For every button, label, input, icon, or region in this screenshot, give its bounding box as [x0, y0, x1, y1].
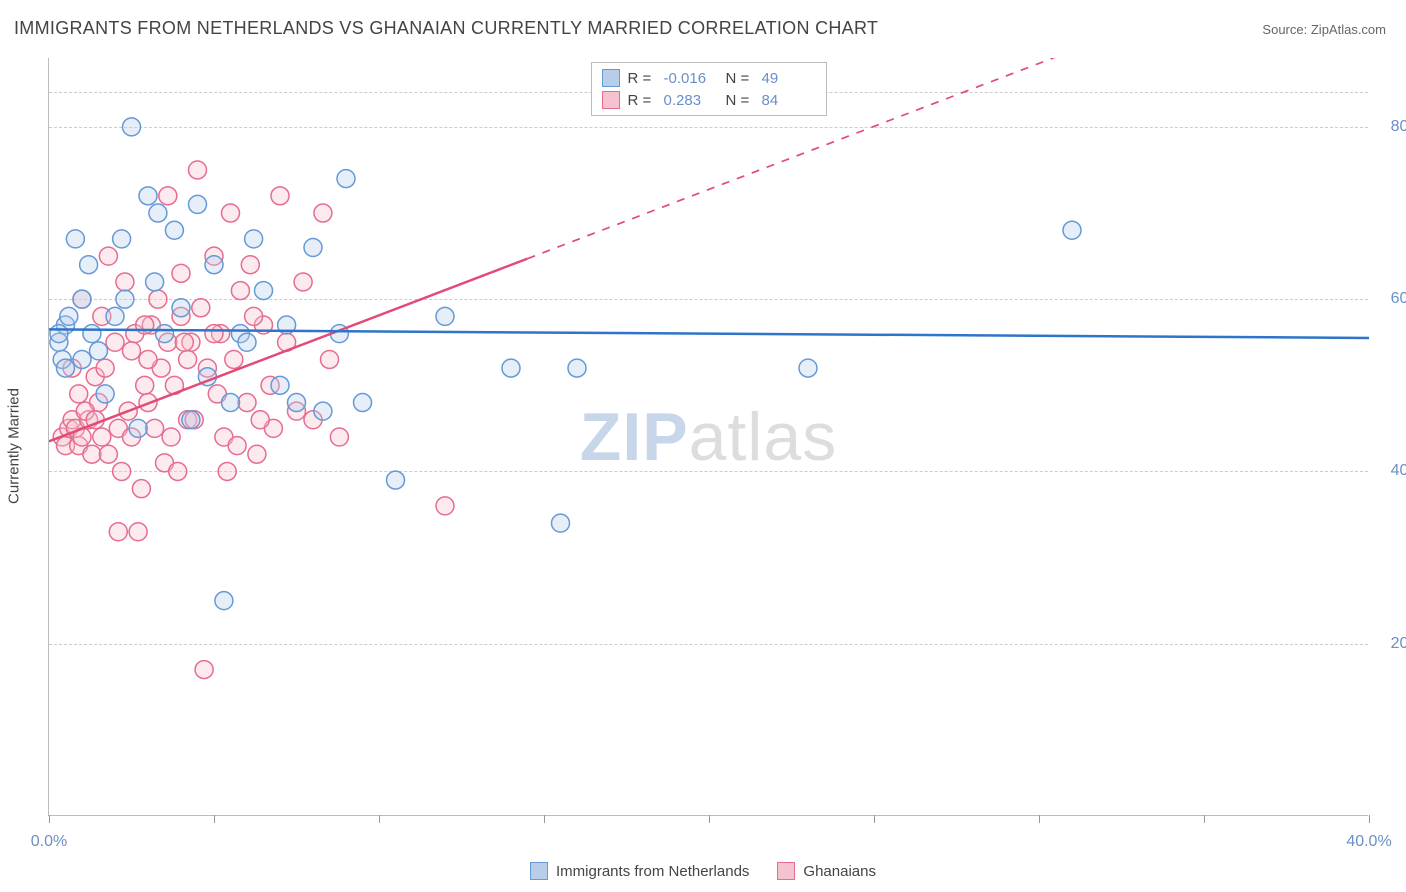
legend-a-label: Immigrants from Netherlands [556, 863, 749, 880]
xtick [214, 815, 215, 823]
legend-b-label: Ghanaians [803, 863, 876, 880]
xtick [544, 815, 545, 823]
n-label-b: N = [726, 92, 754, 109]
ytick-label: 60.0% [1376, 290, 1406, 308]
r-label-a: R = [628, 70, 656, 87]
xtick [1204, 815, 1205, 823]
legend-item-b: Ghanaians [777, 862, 876, 880]
xtick-label: 0.0% [31, 833, 67, 851]
n-label-a: N = [726, 70, 754, 87]
legend-bottom: Immigrants from Netherlands Ghanaians [530, 862, 876, 880]
legend-stats-row-b: R = 0.283 N = 84 [602, 89, 816, 111]
n-value-a: 49 [762, 70, 816, 87]
y-axis-label: Currently Married [6, 388, 23, 504]
r-value-a: -0.016 [664, 70, 718, 87]
chart-title: IMMIGRANTS FROM NETHERLANDS VS GHANAIAN … [14, 18, 878, 39]
xtick [874, 815, 875, 823]
n-value-b: 84 [762, 92, 816, 109]
legend-stats-row-a: R = -0.016 N = 49 [602, 67, 816, 89]
swatch-a-icon [530, 862, 548, 880]
ytick-label: 40.0% [1376, 462, 1406, 480]
source-label: Source: [1262, 22, 1307, 37]
gridline [49, 127, 1368, 128]
ytick-label: 80.0% [1376, 118, 1406, 136]
swatch-b-icon [777, 862, 795, 880]
ytick-label: 20.0% [1376, 635, 1406, 653]
source-attribution: Source: ZipAtlas.com [1262, 22, 1386, 37]
plot-area: ZIPatlas 20.0%40.0%60.0%80.0%0.0%40.0% R… [48, 58, 1368, 816]
xtick [379, 815, 380, 823]
xtick [709, 815, 710, 823]
source-value: ZipAtlas.com [1311, 22, 1386, 37]
swatch-series-b-icon [602, 91, 620, 109]
gridline [49, 644, 1368, 645]
xtick-label: 40.0% [1346, 833, 1391, 851]
r-label-b: R = [628, 92, 656, 109]
xtick [49, 815, 50, 823]
xtick [1039, 815, 1040, 823]
legend-stats: R = -0.016 N = 49 R = 0.283 N = 84 [591, 62, 827, 116]
gridline [49, 299, 1368, 300]
r-value-b: 0.283 [664, 92, 718, 109]
grid-container: 20.0%40.0%60.0%80.0%0.0%40.0% [49, 58, 1368, 815]
gridline [49, 471, 1368, 472]
legend-item-a: Immigrants from Netherlands [530, 862, 749, 880]
swatch-series-a-icon [602, 69, 620, 87]
xtick [1369, 815, 1370, 823]
